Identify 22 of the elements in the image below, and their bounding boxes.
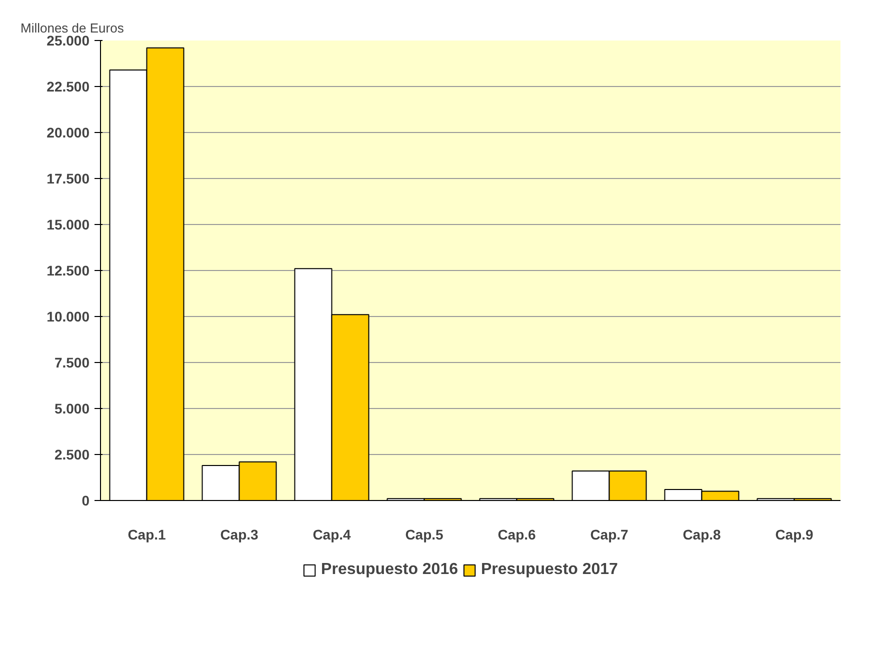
x-tick-label: Cap.7 (590, 526, 629, 542)
y-tick-label: 2.500 (54, 446, 90, 462)
x-tick-label: Cap.5 (405, 526, 444, 542)
x-tick-label: Cap.8 (682, 526, 722, 542)
y-axis-title: Millones de Euros (20, 20, 124, 36)
y-tick-label: 25.000 (46, 32, 90, 48)
y-tick-label: 12.500 (46, 262, 90, 278)
y-tick-label: 10.000 (46, 308, 90, 324)
legend-label: Presupuesto 2016 (321, 561, 458, 579)
y-tick-label: 0 (82, 492, 90, 508)
y-tick-label: 17.500 (46, 170, 90, 186)
y-tick-label: 5.000 (54, 400, 90, 416)
y-tick-label: 20.000 (46, 124, 90, 140)
x-tick-label: Cap.1 (128, 526, 166, 542)
x-tick-label: Cap.3 (220, 526, 259, 542)
legend-label: Presupuesto 2017 (481, 561, 618, 579)
y-tick-label: 22.500 (46, 78, 90, 94)
x-tick-label: Cap.4 (312, 526, 352, 542)
y-tick-label: 15.000 (46, 216, 90, 232)
y-tick-label: 7.500 (54, 354, 90, 370)
x-tick-label: Cap.6 (498, 526, 536, 542)
x-tick-label: Cap.9 (775, 526, 814, 542)
